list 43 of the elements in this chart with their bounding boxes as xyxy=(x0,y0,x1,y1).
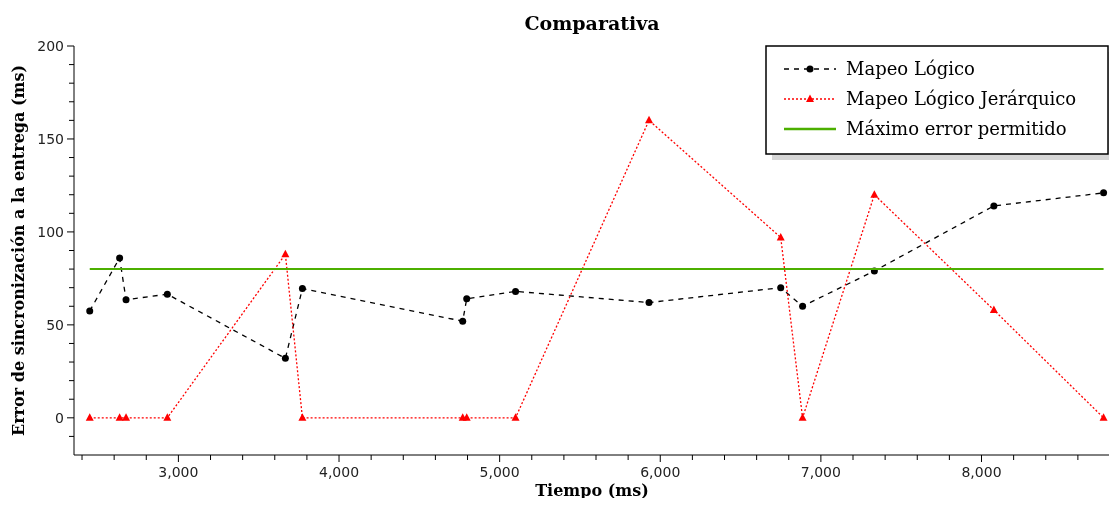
point xyxy=(1100,189,1108,197)
point xyxy=(989,305,998,313)
y-tick-label: 200 xyxy=(37,38,64,54)
x-tick-label: 5,000 xyxy=(479,464,520,480)
point xyxy=(511,413,520,421)
point xyxy=(122,413,131,421)
point xyxy=(163,413,172,421)
y-tick-label: 50 xyxy=(46,316,64,333)
point xyxy=(462,413,471,421)
y-axis-title: Error de sincronización a la entrega (ms) xyxy=(9,64,28,437)
point xyxy=(1099,413,1108,421)
legend-label: Máximo error permitido xyxy=(846,118,1067,139)
point xyxy=(115,413,124,421)
legend-label: Mapeo Lógico xyxy=(846,58,975,79)
x-tick-label: 7,000 xyxy=(800,464,841,480)
point xyxy=(163,290,171,298)
y-tick-label: 100 xyxy=(37,223,64,240)
point xyxy=(298,285,306,293)
x-tick-label: 8,000 xyxy=(961,464,1002,480)
point xyxy=(459,317,467,325)
point xyxy=(86,307,94,315)
point xyxy=(990,202,998,210)
point xyxy=(776,232,785,241)
point xyxy=(777,284,785,292)
chart-title: Comparativa xyxy=(524,12,660,34)
point xyxy=(298,413,307,421)
x-tick-label: 3,000 xyxy=(158,464,199,480)
point xyxy=(281,354,289,362)
point xyxy=(798,413,807,421)
point xyxy=(122,296,130,304)
x-tick-label: 4,000 xyxy=(318,464,360,480)
y-tick-label: 150 xyxy=(37,130,64,147)
point xyxy=(799,302,807,310)
point xyxy=(281,249,290,258)
point xyxy=(512,287,520,295)
point xyxy=(85,413,94,421)
point xyxy=(116,254,124,262)
legend-label: Mapeo Lógico Jerárquico xyxy=(846,88,1077,109)
point xyxy=(870,190,879,198)
y-tick-label: 0 xyxy=(55,409,64,426)
point xyxy=(463,295,471,303)
x-tick-label: 6,000 xyxy=(640,464,681,480)
point xyxy=(645,299,653,307)
